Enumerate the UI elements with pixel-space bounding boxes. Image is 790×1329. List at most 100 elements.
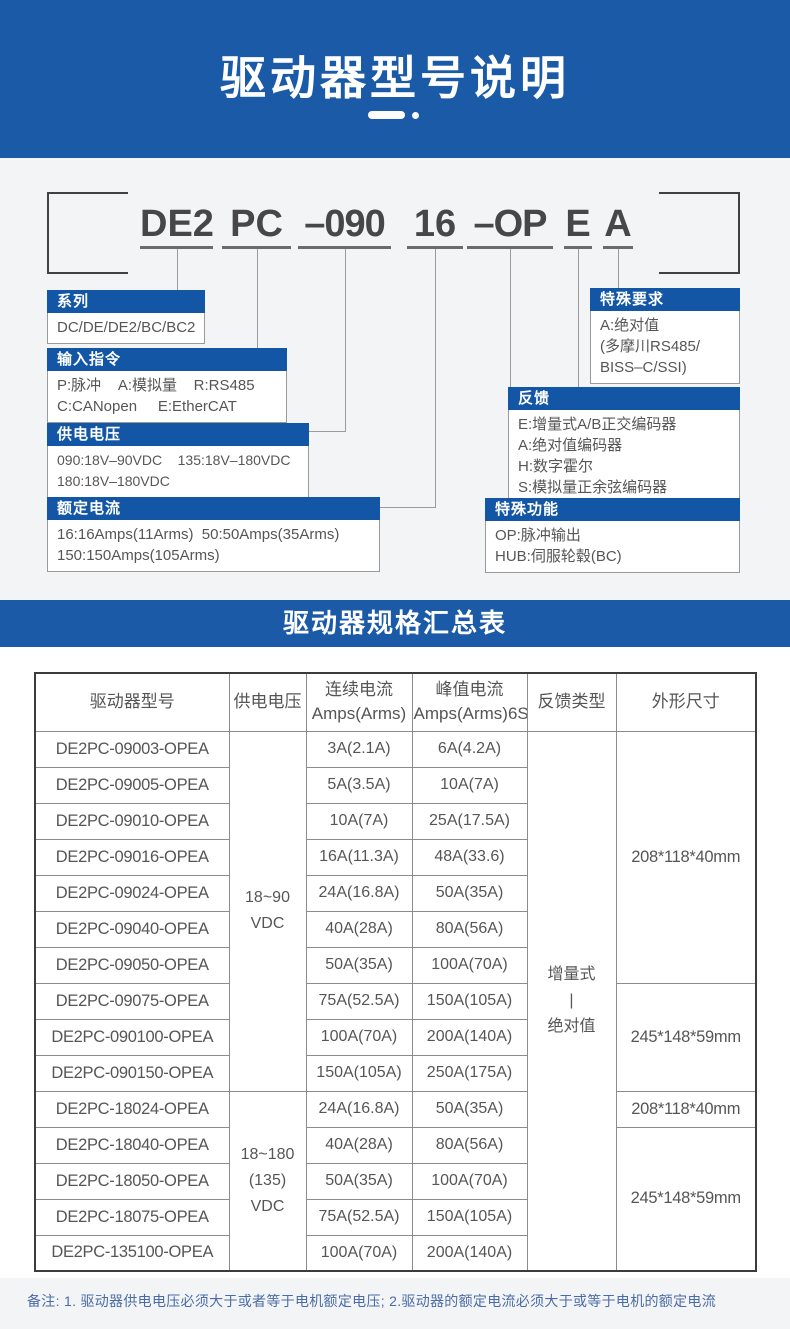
callout-supply-voltage: 供电电压 090:18V–90VDC 135:18V–180VDC 180:18…	[47, 423, 309, 498]
peak-current-cell: 100A(70A)	[411, 946, 528, 984]
table-row: DE2PC-09024-OPEA 24A(16.8A) 50A(35A)	[34, 874, 756, 912]
left-bracket-decoration	[47, 192, 128, 274]
connector-line	[257, 249, 258, 348]
dimension-cell: 245*148*59mm	[615, 1126, 757, 1272]
callout-voltage-line: 090:18V–90VDC 135:18V–180VDC	[57, 452, 291, 468]
continuous-current-cell: 150A(105A)	[305, 1054, 413, 1092]
table-row: DE2PC-090100-OPEA 100A(70A) 200A(140A)	[34, 1018, 756, 1056]
model-cell: DE2PC-090150-OPEA	[34, 1054, 230, 1092]
continuous-current-cell: 16A(11.3A)	[305, 838, 413, 876]
spec-table-section: 驱动器型号 供电电压 连续电流 Amps(Arms) 峰值电流 Amps(Arm…	[0, 647, 790, 1278]
voltage-cell: 18~90 VDC	[228, 730, 307, 1092]
table-row: DE2PC-09005-OPEA 5A(3.5A) 10A(7A)	[34, 766, 756, 804]
dimension-cell: 245*148*59mm	[615, 982, 757, 1092]
callout-special-func-line: HUB:伺服轮毂(BC)	[495, 548, 622, 565]
callout-series-line: DC/DE/DE2/BC/BC2	[57, 319, 196, 336]
callout-series: 系列 DC/DE/DE2/BC/BC2	[47, 290, 205, 344]
model-segment-special-req: A	[603, 203, 633, 249]
continuous-current-cell: 50A(35A)	[305, 946, 413, 984]
peak-current-cell: 200A(140A)	[411, 1018, 528, 1056]
continuous-current-cell: 24A(16.8A)	[305, 1090, 413, 1128]
table-row: DE2PC-09010-OPEA 10A(7A) 25A(17.5A)	[34, 802, 756, 840]
peak-current-cell: 50A(35A)	[411, 874, 528, 912]
table-row: DE2PC-09040-OPEA 40A(28A) 80A(56A)	[34, 910, 756, 948]
table-row: DE2PC-18040-OPEA 40A(28A) 80A(56A) 245*148*…	[34, 1126, 757, 1272]
peak-current-cell: 100A(70A)	[411, 1162, 528, 1200]
connector-line	[618, 249, 619, 288]
model-cell: DE2PC-18075-OPEA	[34, 1198, 230, 1236]
continuous-current-cell: 3A(2.1A)	[305, 730, 413, 768]
callout-series-title: 系列	[47, 290, 205, 313]
model-cell: DE2PC-09005-OPEA	[34, 766, 230, 804]
peak-current-cell: 200A(140A)	[411, 1234, 528, 1272]
header-feedback: 反馈类型	[526, 672, 617, 732]
continuous-current-cell: 100A(70A)	[305, 1018, 413, 1056]
dimension-cell: 208*118*40mm	[615, 1090, 757, 1128]
model-cell: DE2PC-09075-OPEA	[34, 982, 230, 1020]
header-peak: 峰值电流 Amps(Arms)6S	[411, 672, 528, 732]
callout-current-line: 16:16Amps(11Arms) 50:50Amps(35Arms)	[57, 526, 340, 543]
peak-current-cell: 48A(33.6)	[411, 838, 528, 876]
callout-special-req-line: A:绝对值	[600, 317, 660, 334]
table-row: DE2PC-18050-OPEA 50A(35A) 100A(70A)	[34, 1162, 756, 1200]
continuous-current-cell: 50A(35A)	[305, 1162, 413, 1200]
callout-special-func-line: OP:脉冲输出	[495, 527, 581, 544]
continuous-current-cell: 75A(52.5A)	[305, 1198, 413, 1236]
callout-special-requirement: 特殊要求 A:绝对值 (多摩川RS485/ BISS–C/SSI)	[590, 288, 740, 384]
summary-banner: 驱动器规格汇总表	[0, 600, 790, 647]
table-row: DE2PC-09016-OPEA 16A(11.3A) 48A(33.6)	[34, 838, 756, 876]
callout-special-func-title: 特殊功能	[485, 498, 740, 521]
callout-feedback: 反馈 E:增量式A/B正交编码器 A:绝对值编码器 H:数字霍尔 S:模拟量正余…	[508, 387, 740, 504]
peak-current-cell: 250A(175A)	[411, 1054, 528, 1092]
peak-current-cell: 150A(105A)	[411, 982, 528, 1020]
connector-line	[308, 431, 346, 432]
callout-feedback-line: A:绝对值编码器	[518, 437, 623, 454]
model-cell: DE2PC-090100-OPEA	[34, 1018, 230, 1056]
peak-current-cell: 50A(35A)	[411, 1090, 528, 1128]
peak-current-cell: 6A(4.2A)	[411, 730, 528, 768]
callout-special-req-title: 特殊要求	[590, 288, 740, 311]
callout-input-line: P:脉冲 A:模拟量 R:RS485	[57, 377, 255, 394]
continuous-current-cell: 10A(7A)	[305, 802, 413, 840]
model-cell: DE2PC-18040-OPEA	[34, 1126, 230, 1164]
connector-line	[177, 249, 178, 290]
callout-special-function: 特殊功能 OP:脉冲输出 HUB:伺服轮毂(BC)	[485, 498, 740, 573]
model-cell: DE2PC-09003-OPEA	[34, 730, 230, 768]
model-cell: DE2PC-18024-OPEA	[34, 1090, 230, 1128]
continuous-current-cell: 5A(3.5A)	[305, 766, 413, 804]
model-cell: DE2PC-09010-OPEA	[34, 802, 230, 840]
voltage-cell: 18~180 (135) VDC	[228, 1090, 307, 1272]
continuous-current-cell: 40A(28A)	[305, 1126, 413, 1164]
header-continuous: 连续电流 Amps(Arms)	[305, 672, 413, 732]
peak-current-cell: 80A(56A)	[411, 910, 528, 948]
table-row: DE2PC-09075-OPEA 75A(52.5A) 150A(105A) 245*…	[34, 982, 757, 1092]
continuous-current-cell: 75A(52.5A)	[305, 982, 413, 1020]
spec-table-body: DE2PC-09003-OPEA 18~90 VDC 3A(2.1A) 6A(4.2A…	[34, 730, 757, 1272]
connector-line	[510, 249, 511, 498]
continuous-current-cell: 100A(70A)	[305, 1234, 413, 1272]
model-segment-input: PC	[222, 203, 291, 249]
note-section: 备注: 1. 驱动器供电电压必须大于或者等于电机额定电压; 2.驱动器的额定电流…	[0, 1278, 790, 1329]
feedback-cell: 增量式 | 绝对值	[526, 730, 617, 1272]
model-segment-feedback: E	[564, 203, 592, 249]
connector-line	[435, 249, 436, 507]
connector-line	[345, 249, 346, 431]
model-cell: DE2PC-135100-OPEA	[34, 1234, 230, 1272]
connector-line	[380, 507, 436, 508]
model-cell: DE2PC-18050-OPEA	[34, 1162, 230, 1200]
peak-current-cell: 150A(105A)	[411, 1198, 528, 1236]
peak-current-cell: 10A(7A)	[411, 766, 528, 804]
model-segment-series: DE2	[140, 203, 214, 249]
callout-rated-current: 额定电流 16:16Amps(11Arms) 50:50Amps(35Arms)…	[47, 497, 380, 572]
title-banner: 驱动器型号说明	[0, 0, 790, 158]
callout-feedback-line: S:模拟量正余弦编码器	[518, 479, 668, 496]
table-row: DE2PC-090150-OPEA 150A(105A) 250A(175A)	[34, 1054, 756, 1092]
model-segment-voltage: –090	[298, 203, 391, 249]
callout-current-title: 额定电流	[47, 497, 380, 520]
header-dimensions: 外形尺寸	[615, 672, 757, 732]
connector-line	[578, 249, 579, 387]
continuous-current-cell: 24A(16.8A)	[305, 874, 413, 912]
model-cell: DE2PC-09050-OPEA	[34, 946, 230, 984]
callout-current-line: 150:150Amps(105Arms)	[57, 547, 220, 564]
